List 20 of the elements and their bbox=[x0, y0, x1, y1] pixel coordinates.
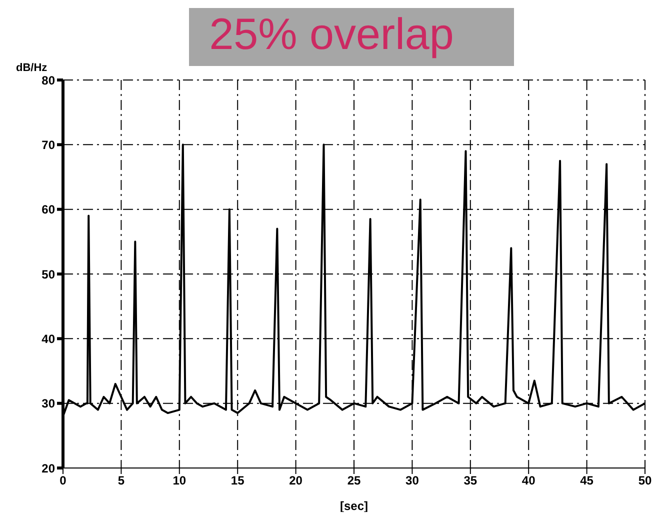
x-tick-label: 5 bbox=[118, 474, 125, 488]
x-tick-label: 15 bbox=[230, 474, 245, 488]
x-tick-label: 20 bbox=[289, 474, 303, 488]
chart-title: 25% overlap bbox=[189, 8, 514, 66]
y-tick-label: 30 bbox=[42, 396, 56, 411]
y-tick-label: 80 bbox=[42, 73, 56, 88]
y-tick-label: 70 bbox=[42, 138, 56, 152]
x-tick-label: 25 bbox=[347, 474, 361, 488]
x-tick-label: 0 bbox=[60, 474, 67, 488]
y-tick-label: 60 bbox=[42, 202, 56, 217]
y-tick-label: 50 bbox=[42, 267, 56, 282]
x-tick-label: 10 bbox=[172, 474, 186, 488]
x-tick-label: 30 bbox=[406, 474, 420, 488]
x-tick-label: 40 bbox=[522, 474, 536, 488]
x-tick-label: 45 bbox=[580, 474, 594, 488]
y-axis-title: dB/Hz bbox=[16, 62, 48, 74]
y-tick-label: 40 bbox=[42, 332, 56, 346]
y-tick-label: 20 bbox=[42, 461, 56, 476]
x-tick-label: 50 bbox=[638, 474, 652, 488]
x-tick-label: 35 bbox=[464, 474, 478, 488]
